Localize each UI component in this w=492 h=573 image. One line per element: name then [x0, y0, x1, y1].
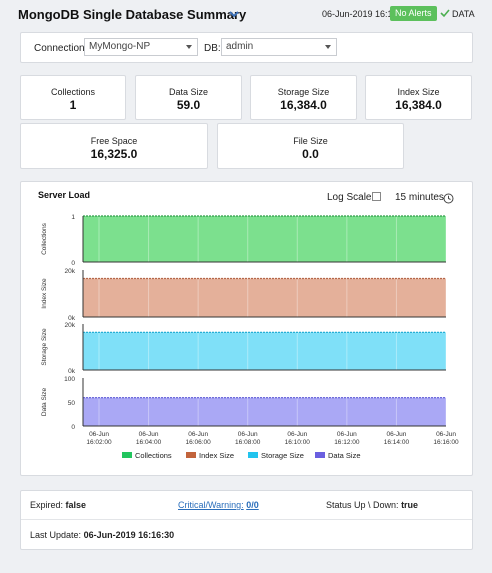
x-tick-label: 16:04:00 [136, 439, 162, 446]
data-status-label: DATA [452, 9, 475, 19]
x-tick-label: 16:16:00 [433, 439, 459, 446]
connection-label: Connection: [34, 43, 88, 54]
critical-warning-field[interactable]: Critical/Warning: 0/0 [178, 500, 259, 510]
y-axis-label: Collections [41, 222, 48, 255]
x-tick-label: 16:08:00 [235, 439, 261, 446]
status-up-down-field: Status Up \ Down: true [326, 500, 418, 510]
legend-swatch [122, 452, 132, 458]
critical-warning-link[interactable]: Critical/Warning: [178, 500, 244, 510]
last-update-field: Last Update: 06-Jun-2019 16:16:30 [30, 530, 174, 540]
legend-label: Storage Size [261, 451, 304, 460]
check-icon [440, 9, 450, 18]
status-up-down-label: Status Up \ Down: [326, 500, 399, 510]
x-tick-label: 06-Jun [139, 431, 159, 438]
kpi-file-size[interactable]: File Size 0.0 [217, 123, 404, 169]
divider [21, 519, 472, 520]
area-data-size [83, 397, 446, 426]
last-update-label: Last Update: [30, 530, 82, 540]
connection-select-value: MyMongo-NP [89, 41, 151, 52]
clock-icon[interactable] [443, 193, 454, 204]
legend-swatch [186, 452, 196, 458]
y-tick-label: 20k [65, 268, 76, 275]
db-select[interactable]: admin [221, 38, 337, 56]
x-tick-label: 16:10:00 [285, 439, 311, 446]
alert-status-badge: No Alerts [390, 6, 437, 21]
chevron-down-icon[interactable] [228, 9, 240, 19]
y-tick-label: 0 [71, 260, 75, 267]
kpi-value: 16,384.0 [395, 98, 442, 112]
legend-swatch [315, 452, 325, 458]
y-tick-label: 20k [65, 322, 76, 329]
kpi-value: 16,325.0 [90, 147, 138, 161]
x-tick-label: 06-Jun [287, 431, 307, 438]
kpi-value: 0.0 [302, 147, 319, 161]
page-header: MongoDB Single Database Summary 06-Jun-2… [0, 0, 492, 28]
x-tick-label: 16:14:00 [384, 439, 410, 446]
kpi-index-size[interactable]: Index Size 16,384.0 [365, 75, 472, 120]
page-title: MongoDB Single Database Summary [18, 7, 247, 22]
y-tick-label: 50 [68, 400, 76, 407]
y-tick-label: 100 [64, 376, 75, 383]
kpi-label: Collections [50, 87, 96, 97]
last-update-value: 06-Jun-2019 16:16:30 [83, 530, 175, 540]
x-tick-label: 06-Jun [238, 431, 258, 438]
x-tick-label: 06-Jun [89, 431, 109, 438]
db-label: DB: [204, 43, 221, 54]
time-range-label[interactable]: 15 minutes [395, 192, 444, 203]
y-tick-label: 0 [71, 424, 75, 431]
expired-label: Expired: [30, 500, 64, 510]
kpi-label: Free Space [90, 136, 138, 146]
kpi-value: 1 [69, 98, 77, 112]
legend-swatch [248, 452, 258, 458]
x-tick-label: 16:12:00 [334, 439, 360, 446]
status-panel [20, 490, 473, 550]
db-select-value: admin [226, 41, 254, 52]
y-axis-label: Storage Size [41, 328, 48, 366]
kpi-label: Storage Size [277, 87, 330, 97]
expired-field: Expired: false [30, 500, 86, 510]
kpi-collections[interactable]: Collections 1 [20, 75, 126, 120]
area-storage-size [83, 332, 446, 370]
connection-select[interactable]: MyMongo-NP [84, 38, 198, 56]
x-tick-label: 16:02:00 [86, 439, 112, 446]
log-scale-label: Log Scale: [327, 192, 375, 203]
x-tick-label: 16:06:00 [185, 439, 211, 446]
legend-label: Index Size [199, 451, 234, 460]
header-date: 06-Jun-2019 16:16 [322, 9, 398, 19]
kpi-label: Data Size [168, 87, 209, 97]
kpi-data-size[interactable]: Data Size 59.0 [135, 75, 242, 120]
area-index-size [83, 278, 446, 317]
log-scale-checkbox[interactable] [372, 192, 381, 201]
legend-label: Data Size [328, 451, 361, 460]
expired-value: false [65, 500, 87, 510]
y-tick-label: 0k [68, 368, 76, 375]
status-up-down-value: true [401, 500, 419, 510]
kpi-value: 16,384.0 [280, 98, 327, 112]
x-tick-label: 06-Jun [386, 431, 406, 438]
x-tick-label: 06-Jun [436, 431, 456, 438]
y-axis-label: Index Size [41, 278, 48, 309]
dropdown-arrow-icon [325, 45, 331, 49]
dropdown-arrow-icon [186, 45, 192, 49]
kpi-label: Index Size [397, 87, 440, 97]
x-tick-label: 06-Jun [337, 431, 357, 438]
y-tick-label: 0k [68, 315, 76, 322]
y-tick-label: 1 [71, 214, 75, 221]
chart-title: Server Load [38, 190, 91, 200]
y-axis-label: Data Size [41, 388, 48, 417]
x-tick-label: 06-Jun [188, 431, 208, 438]
legend-label: Collections [135, 451, 172, 460]
area-collections [83, 216, 446, 262]
critical-warning-value[interactable]: 0/0 [246, 500, 259, 510]
kpi-label: File Size [293, 136, 328, 146]
kpi-storage-size[interactable]: Storage Size 16,384.0 [250, 75, 357, 120]
kpi-free-space[interactable]: Free Space 16,325.0 [20, 123, 208, 169]
kpi-value: 59.0 [176, 98, 201, 112]
